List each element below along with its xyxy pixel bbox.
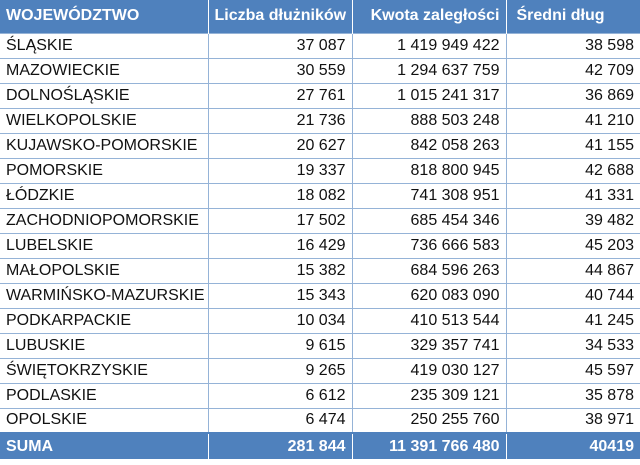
- table-row: ŁÓDZKIE 18 082 741 308 951 41 331: [0, 182, 640, 208]
- total-average: 40419: [506, 432, 640, 459]
- table-row: ZACHODNIOPOMORSKIE 17 502 685 454 346 39 48…: [0, 207, 640, 233]
- table-row: LUBUSKIE 9 615 329 357 741 34 533: [0, 332, 640, 358]
- cell-debtors: 17 502: [208, 207, 353, 233]
- table-row: WIELKOPOLSKIE 21 736 888 503 248 41 210: [0, 107, 640, 133]
- cell-debtors: 37 087: [208, 32, 353, 58]
- total-row: SUMA 281 844 11 391 766 480 40419: [0, 432, 640, 459]
- cell-region: OPOLSKIE: [0, 407, 209, 433]
- table-row: ŚLĄSKIE 37 087 1 419 949 422 38 598: [0, 32, 640, 58]
- cell-amount: 620 083 090: [352, 282, 507, 308]
- header-average: Średni dług: [516, 7, 605, 25]
- cell-region: WARMIŃSKO-MAZURSKIE: [0, 282, 209, 308]
- cell-region: POMORSKIE: [0, 157, 209, 183]
- cell-debtors: 18 082: [208, 182, 353, 208]
- cell-amount: 1 294 637 759: [352, 57, 507, 83]
- cell-debtors: 27 761: [208, 82, 353, 108]
- table-row: KUJAWSKO-POMORSKIE 20 627 842 058 263 41 15…: [0, 132, 640, 158]
- cell-debtors: 10 034: [208, 307, 353, 333]
- table-row: OPOLSKIE 6 474 250 255 760 38 971: [0, 407, 640, 433]
- table-footer: SUMA 281 844 11 391 766 480 40419: [0, 432, 640, 459]
- cell-average: 42 688: [506, 157, 640, 183]
- table-body: ŚLĄSKIE 37 087 1 419 949 422 38 598 MAZOWIEC…: [0, 32, 640, 433]
- table-header: WOJEWÓDZTWO Liczba dłużników Kwota zaleg…: [0, 0, 640, 33]
- cell-average: 39 482: [506, 207, 640, 233]
- cell-debtors: 6 612: [208, 382, 353, 408]
- cell-region: DOLNOŚLĄSKIE: [0, 82, 209, 108]
- cell-region: ZACHODNIOPOMORSKIE: [0, 207, 209, 233]
- table-row: MAŁOPOLSKIE 15 382 684 596 263 44 867: [0, 257, 640, 283]
- cell-debtors: 16 429: [208, 232, 353, 258]
- cell-amount: 684 596 263: [352, 257, 507, 283]
- cell-debtors: 9 615: [208, 332, 353, 358]
- cell-debtors: 9 265: [208, 357, 353, 383]
- cell-amount: 741 308 951: [352, 182, 507, 208]
- cell-amount: 1 015 241 317: [352, 82, 507, 108]
- cell-debtors: 21 736: [208, 107, 353, 133]
- table-row: POMORSKIE 19 337 818 800 945 42 688: [0, 157, 640, 183]
- cell-average: 44 867: [506, 257, 640, 283]
- cell-region: ŚWIĘTOKRZYSKIE: [0, 357, 209, 383]
- cell-debtors: 30 559: [208, 57, 353, 83]
- cell-average: 41 155: [506, 132, 640, 158]
- cell-debtors: 6 474: [208, 407, 353, 433]
- cell-amount: 329 357 741: [352, 332, 507, 358]
- cell-region: LUBELSKIE: [0, 232, 209, 258]
- cell-average: 34 533: [506, 332, 640, 358]
- header-amount: Kwota zaległości: [352, 0, 507, 33]
- cell-amount: 235 309 121: [352, 382, 507, 408]
- table-row: PODKARPACKIE 10 034 410 513 544 41 245: [0, 307, 640, 333]
- total-amount: 11 391 766 480: [352, 432, 507, 459]
- cell-region: MAŁOPOLSKIE: [0, 257, 209, 283]
- header-debtors: Liczba dłużników: [208, 0, 353, 33]
- table-row: WARMIŃSKO-MAZURSKIE 15 343 620 083 090 40 7…: [0, 282, 640, 308]
- cell-region: PODLASKIE: [0, 382, 209, 408]
- cell-average: 41 331: [506, 182, 640, 208]
- cell-average: 35 878: [506, 382, 640, 408]
- cell-amount: 410 513 544: [352, 307, 507, 333]
- cell-amount: 250 255 760: [352, 407, 507, 433]
- cell-region: KUJAWSKO-POMORSKIE: [0, 132, 209, 158]
- cell-amount: 685 454 346: [352, 207, 507, 233]
- cell-region: PODKARPACKIE: [0, 307, 209, 333]
- cell-average: 36 869: [506, 82, 640, 108]
- cell-average: 41 210: [506, 107, 640, 133]
- cell-amount: 736 666 583: [352, 232, 507, 258]
- cell-amount: 419 030 127: [352, 357, 507, 383]
- cell-amount: 888 503 248: [352, 107, 507, 133]
- cell-debtors: 19 337: [208, 157, 353, 183]
- cell-debtors: 15 343: [208, 282, 353, 308]
- cell-average: 38 971: [506, 407, 640, 433]
- cell-region: MAZOWIECKIE: [0, 57, 209, 83]
- cell-average: 45 203: [506, 232, 640, 258]
- cell-region: ŁÓDZKIE: [0, 182, 209, 208]
- table-row: MAZOWIECKIE 30 559 1 294 637 759 42 709: [0, 57, 640, 83]
- header-row: WOJEWÓDZTWO Liczba dłużników Kwota zaleg…: [0, 0, 640, 33]
- total-label: SUMA: [0, 432, 209, 459]
- cell-debtors: 15 382: [208, 257, 353, 283]
- cell-amount: 818 800 945: [352, 157, 507, 183]
- cell-average: 45 597: [506, 357, 640, 383]
- table-row: LUBELSKIE 16 429 736 666 583 45 203: [0, 232, 640, 258]
- cell-amount: 842 058 263: [352, 132, 507, 158]
- cell-amount: 1 419 949 422: [352, 32, 507, 58]
- cell-debtors: 20 627: [208, 132, 353, 158]
- table-row: DOLNOŚLĄSKIE 27 761 1 015 241 317 36 869: [0, 82, 640, 108]
- cell-average: 42 709: [506, 57, 640, 83]
- cell-region: LUBUSKIE: [0, 332, 209, 358]
- cell-average: 41 245: [506, 307, 640, 333]
- table-row: PODLASKIE 6 612 235 309 121 35 878: [0, 382, 640, 408]
- cell-average: 38 598: [506, 32, 640, 58]
- cell-region: WIELKOPOLSKIE: [0, 107, 209, 133]
- table-row: ŚWIĘTOKRZYSKIE 9 265 419 030 127 45 597: [0, 357, 640, 383]
- cell-average: 40 744: [506, 282, 640, 308]
- total-debtors: 281 844: [208, 432, 353, 459]
- header-region: WOJEWÓDZTWO: [0, 0, 209, 33]
- cell-region: ŚLĄSKIE: [0, 32, 209, 58]
